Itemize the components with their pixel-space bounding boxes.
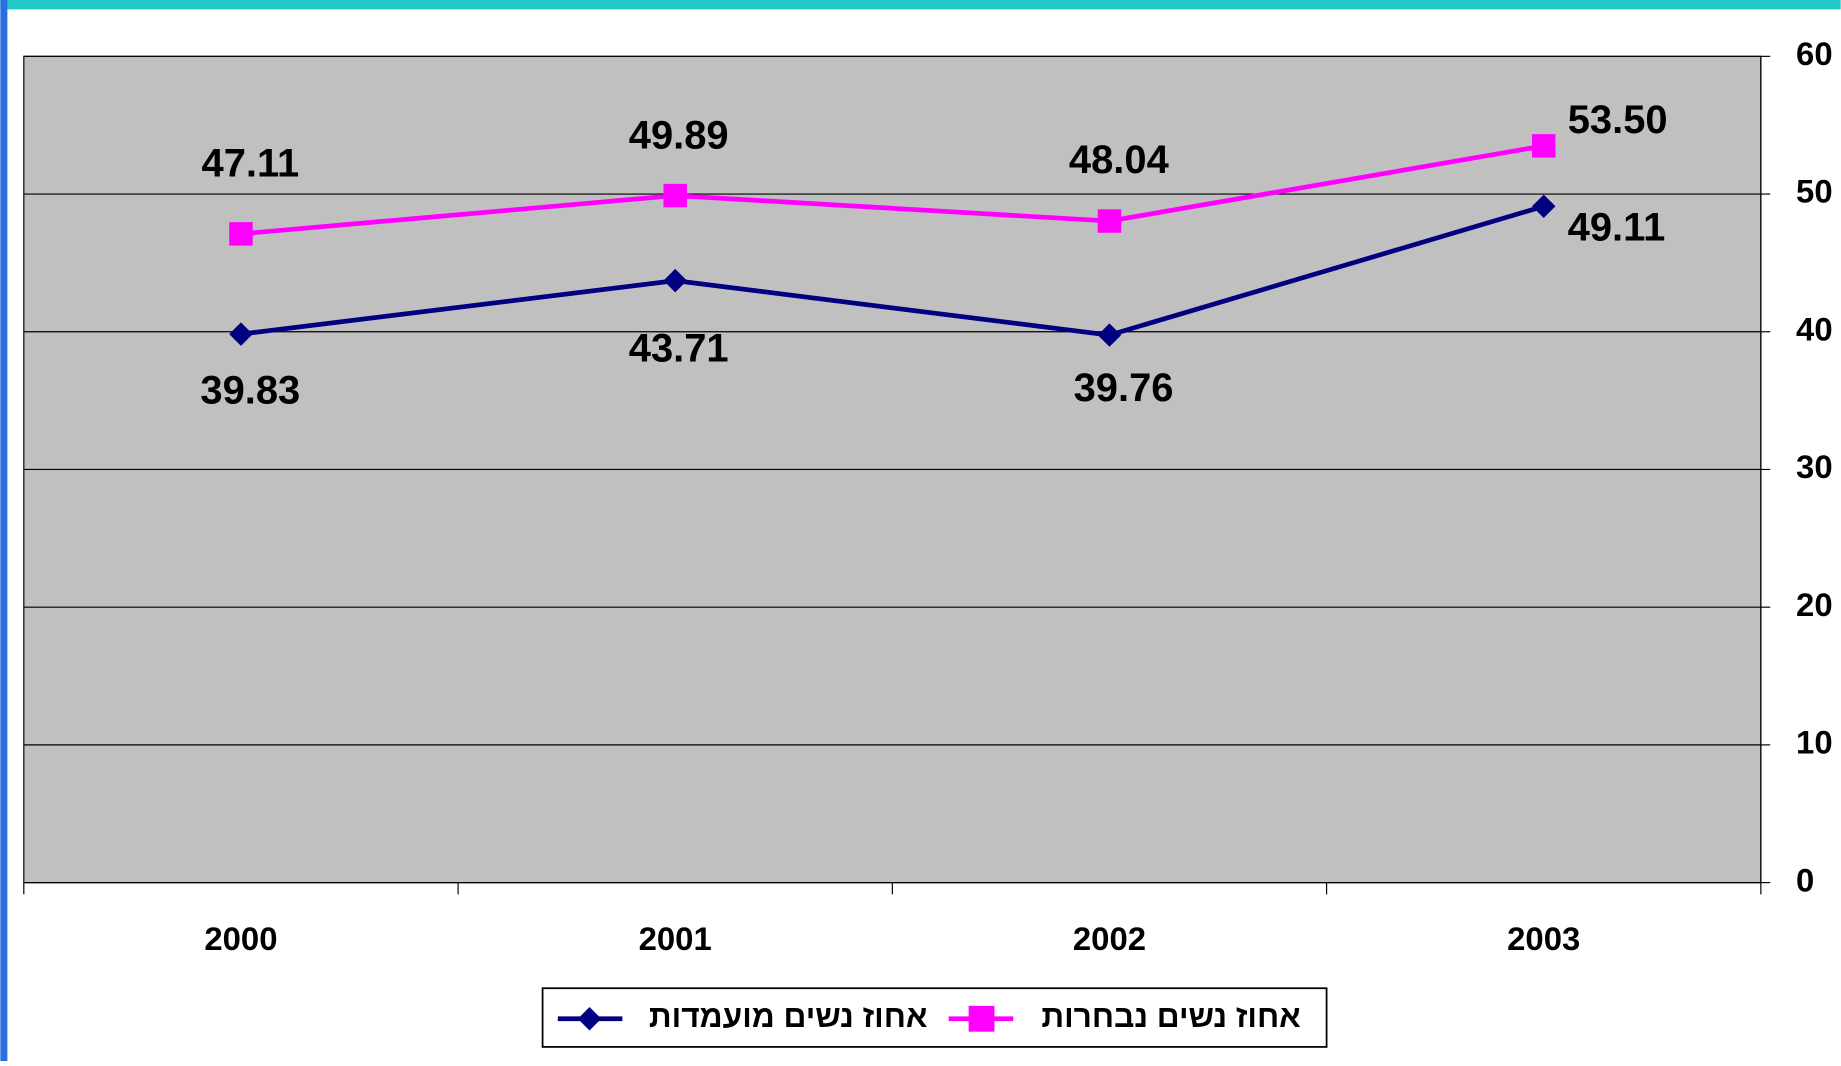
left-border [0, 0, 8, 1061]
marker [663, 268, 687, 293]
data-label: 47.11 [202, 141, 300, 185]
data-label: 39.76 [1074, 366, 1174, 410]
marker [229, 322, 253, 346]
y-tick-label: 50 [1796, 173, 1833, 210]
top-border [0, 0, 1841, 10]
series-line [240, 143, 1545, 237]
marker [1531, 134, 1556, 158]
legend-marker [968, 1005, 995, 1032]
data-label: 39.83 [200, 368, 300, 412]
data-label: 53.50 [1568, 98, 1668, 142]
y-tick-label: 30 [1796, 448, 1833, 485]
data-label: 48.04 [1069, 138, 1169, 182]
legend-box [541, 987, 1328, 1048]
y-tick-label: 10 [1796, 724, 1833, 761]
marker [1097, 209, 1122, 233]
marker [229, 222, 253, 246]
legend-label: אחוז נשים נבחרות [1041, 998, 1301, 1034]
marker [1531, 194, 1556, 219]
marker [1097, 323, 1122, 347]
data-label: 49.89 [629, 114, 729, 158]
x-tick-label: 2001 [639, 920, 712, 957]
x-tick-label: 2003 [1507, 920, 1580, 957]
marker [663, 183, 687, 208]
x-tick-label: 2000 [204, 920, 277, 957]
x-tick-label: 2002 [1073, 920, 1146, 957]
y-tick-label: 60 [1796, 35, 1833, 72]
data-label: 43.71 [629, 327, 729, 371]
series-line [240, 204, 1545, 338]
legend-label: אחוז נשים מועמדות [649, 998, 928, 1034]
y-tick-label: 20 [1796, 586, 1833, 623]
data-label: 49.11 [1568, 205, 1666, 249]
y-tick-label: 40 [1796, 310, 1833, 347]
y-tick-label: 0 [1796, 861, 1814, 898]
